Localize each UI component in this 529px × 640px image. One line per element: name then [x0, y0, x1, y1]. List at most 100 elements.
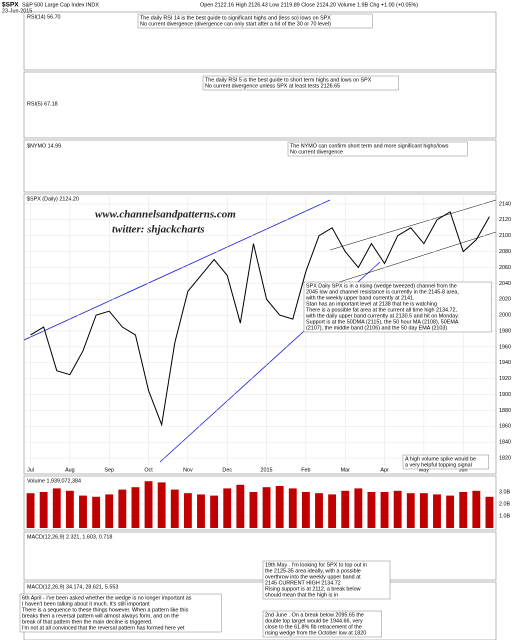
volume-bar — [328, 494, 337, 528]
price-line — [30, 211, 490, 427]
annotation-text: The daily RSI 14 is the best guide to si… — [140, 15, 331, 21]
volume-panel — [23, 475, 497, 531]
y-tick-label: 2040 — [499, 281, 511, 287]
annotation-text: 2nd June . On a break below 2095.65 the — [265, 612, 364, 618]
annotation-text: Stan has an important level at 2138 that… — [306, 301, 437, 307]
annotation-text: with the daily upper band currently at 2… — [305, 313, 459, 319]
volume-bar — [183, 493, 192, 528]
annotation-box — [303, 281, 492, 333]
annotation-box — [262, 610, 382, 638]
annotation-text: A high volume spike would be — [405, 456, 476, 462]
annotation-text: the 2125-35 area ideally, with a possibl… — [265, 568, 361, 574]
x-tick-label: Sep — [104, 467, 114, 473]
panel-label: RSI(14) 56.70 — [27, 14, 61, 20]
volume-bar — [367, 492, 376, 528]
annotation-box — [287, 141, 468, 157]
annotation-text: No current divergence (divergence can on… — [140, 21, 331, 27]
annotation-box — [402, 454, 489, 470]
annotation-text: rising wedge from the October low at 182… — [265, 630, 366, 636]
annotation-text: No current divergence unless SPX at leas… — [205, 83, 340, 89]
annotation-text: double top target would be 1944.66, very — [265, 618, 363, 624]
annotation-text: No current divergence — [290, 149, 343, 155]
symbol: $SPX — [2, 2, 19, 9]
volume-bar — [197, 494, 205, 528]
annotation-text: 2145 CURRENT HIGH 2134.72 — [265, 580, 341, 586]
volume-bar — [459, 492, 468, 528]
volume-bar — [52, 488, 61, 528]
volume-bar — [354, 488, 363, 528]
panel-label: Volume 1,939,072,384 — [27, 478, 81, 484]
y-tick-label: 2060 — [499, 265, 511, 271]
volume-bar — [472, 490, 481, 528]
x-tick-label: May — [419, 467, 429, 473]
annotation-text: break of that pattern then the main decl… — [22, 619, 153, 625]
y-tick-label: 2.0B — [499, 501, 510, 507]
annotation-box — [137, 13, 373, 29]
x-tick-label: Apr — [380, 467, 389, 473]
x-tick-label: Oct — [144, 467, 153, 473]
x-tick-label: 2015 — [261, 467, 273, 473]
panel-label: $SPX (Daily) 2124.20 — [27, 196, 79, 202]
panel-label: RSI(5) 67.18 — [27, 101, 58, 107]
trendline — [329, 231, 497, 286]
y-tick-label: 2120 — [499, 217, 511, 223]
volume-bar — [105, 494, 114, 528]
volume-bar — [406, 493, 415, 528]
volume-bar — [210, 495, 219, 528]
macd-panel — [23, 531, 497, 581]
x-tick-label: Feb — [301, 467, 310, 473]
annotation-text: SPX Daily SPX is in a rising (wedge twee… — [306, 283, 457, 289]
volume-bar — [144, 481, 153, 528]
annotation-text: a very helpful topping signal — [405, 462, 472, 468]
annotation-text: I'm not at all convinced that the revers… — [22, 625, 185, 631]
volume-bar — [393, 490, 402, 528]
y-tick-label: 2140 — [499, 201, 511, 207]
annotation-box — [262, 560, 391, 600]
volume-bar — [262, 487, 271, 528]
volume-bar — [249, 492, 258, 528]
price-panel — [23, 193, 497, 475]
volume-bar — [301, 492, 310, 528]
symbol-name: S&P 500 Large Cap Index INDX — [22, 2, 99, 8]
volume-bar — [131, 487, 140, 528]
volume-bar — [341, 490, 350, 528]
y-tick-label: 1940 — [499, 360, 511, 366]
date: 23-Jun-2015 — [2, 8, 32, 14]
trendline — [329, 199, 497, 251]
annotation-text: There is a possible fat area at the curr… — [306, 307, 458, 313]
y-tick-label: 1840 — [499, 440, 511, 446]
annotation-text: 19th May . I'm looking for SPX to top ou… — [265, 562, 367, 568]
annotation-text: overthrow into the weekly upper band at — [265, 574, 361, 580]
volume-bar — [315, 493, 323, 528]
y-tick-label: 2080 — [499, 249, 511, 255]
y-tick-label: 1880 — [499, 408, 511, 414]
volume-bar — [157, 482, 166, 528]
annotation-text: should mean that the high is in — [265, 592, 338, 598]
volume-bar — [79, 495, 87, 528]
annotation-text: with the weekly upper band currently at … — [305, 295, 414, 301]
volume-bar — [39, 492, 48, 528]
y-tick-label: 1920 — [499, 376, 511, 382]
x-tick-label: Nov — [183, 467, 193, 473]
y-tick-label: 1.0B — [499, 513, 510, 519]
volume-bar — [65, 490, 74, 528]
y-tick-label: 3.0B — [499, 489, 510, 495]
volume-bar — [236, 484, 245, 528]
annotation-box — [202, 75, 399, 91]
volume-bar — [485, 496, 494, 528]
y-tick-label: 1820 — [499, 455, 511, 461]
watermark: twitter: shjackcharts — [112, 224, 205, 236]
annotation-text: 6th April - I've been asked whether the … — [22, 595, 192, 601]
annotation-text: 2045 low and channel resistance is curre… — [306, 289, 459, 295]
y-tick-label: 2100 — [499, 233, 511, 239]
volume-bar — [223, 488, 232, 528]
volume-bar — [26, 493, 35, 528]
y-tick-label: 1960 — [499, 344, 511, 350]
annotation-text: The daily RSI 5 is the best guide to sho… — [205, 77, 372, 83]
annotation-text: close to the 61.8% fib retracement of th… — [265, 624, 362, 630]
x-tick-label: Dec — [222, 467, 232, 473]
x-tick-label: Jun — [459, 467, 468, 473]
y-tick-label: 1980 — [499, 328, 511, 334]
panel-label: MACD(12,26,9) 34.174, 28.621, 5.553 — [27, 584, 118, 590]
